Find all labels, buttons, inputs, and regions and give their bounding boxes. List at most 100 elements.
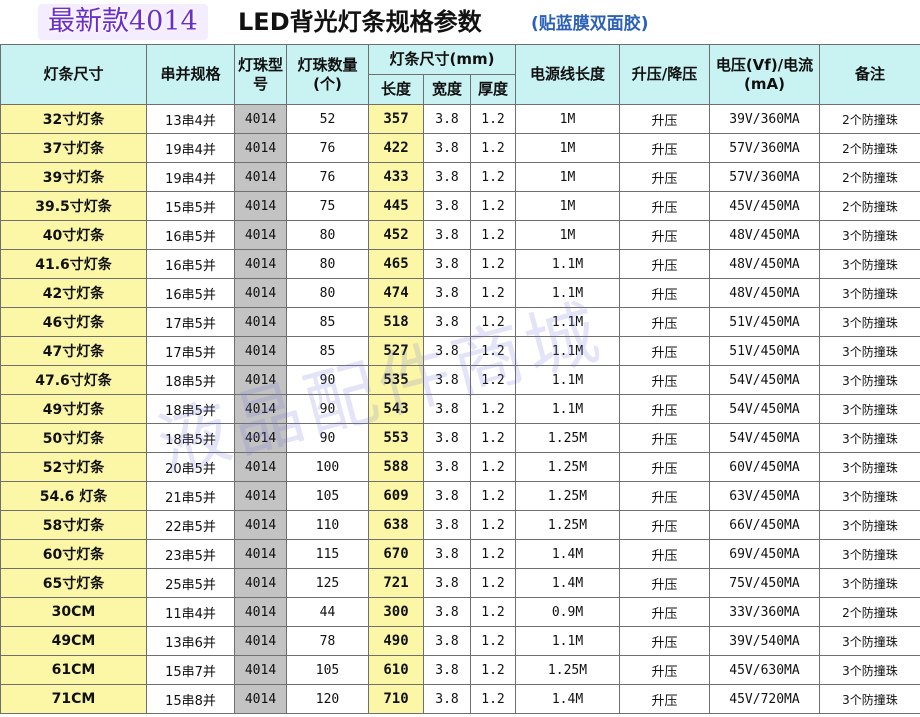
cell-model: 4014 [234, 539, 287, 569]
cell-model: 4014 [234, 626, 287, 656]
cell-count: 80 [286, 278, 369, 308]
cell-boost: 升压 [619, 307, 710, 337]
cell-boost: 升压 [619, 104, 710, 134]
cell-cable: 1.25M [515, 452, 620, 482]
cell-note: 3个防撞珠 [819, 684, 920, 714]
cell-length: 638 [368, 510, 424, 540]
cell-voltage: 57V/360MA [709, 162, 820, 192]
cell-length: 357 [368, 104, 424, 134]
table-row: 49寸灯条 18串5并 4014 90 543 3.8 1.2 1.1M 升压 54V/450MA… [0, 394, 920, 424]
cell-boost: 升压 [619, 249, 710, 279]
cell-cable: 1.4M [515, 539, 620, 569]
cell-count: 76 [286, 162, 369, 192]
title-bar: 最新款4014 LED背光灯条规格参数 (贴蓝膜双面胶) [0, 0, 920, 44]
cell-voltage: 45V/720MA [709, 684, 820, 714]
cell-count: 120 [286, 684, 369, 714]
cell-boost: 升压 [619, 394, 710, 424]
cell-thickness: 1.2 [470, 278, 516, 308]
cell-model: 4014 [234, 133, 287, 163]
cell-model: 4014 [234, 452, 287, 482]
cell-cable: 1M [515, 220, 620, 250]
cell-note: 3个防撞珠 [819, 510, 920, 540]
table-row: 30CM 11串4并 4014 44 300 3.8 1.2 0.9M 升压 33V/360MA 2… [0, 597, 920, 627]
cell-thickness: 1.2 [470, 626, 516, 656]
cell-voltage: 66V/450MA [709, 510, 820, 540]
cell-thickness: 1.2 [470, 510, 516, 540]
cell-width: 3.8 [423, 104, 471, 134]
cell-cable: 1.4M [515, 684, 620, 714]
cell-thickness: 1.2 [470, 307, 516, 337]
cell-width: 3.8 [423, 655, 471, 685]
cell-thickness: 1.2 [470, 249, 516, 279]
cell-cable: 1.1M [515, 626, 620, 656]
cell-note: 2个防撞珠 [819, 162, 920, 192]
cell-length: 465 [368, 249, 424, 279]
cell-note: 3个防撞珠 [819, 278, 920, 308]
cell-width: 3.8 [423, 133, 471, 163]
cell-thickness: 1.2 [470, 423, 516, 453]
cell-count: 85 [286, 336, 369, 366]
cell-series: 20串5并 [146, 452, 235, 482]
table-row: 42寸灯条 16串5并 4014 80 474 3.8 1.2 1.1M 升压 48V/450MA… [0, 278, 920, 308]
cell-count: 76 [286, 133, 369, 163]
cell-voltage: 69V/450MA [709, 539, 820, 569]
table-row: 37寸灯条 19串4并 4014 76 422 3.8 1.2 1M 升压 57V/360MA 2个… [0, 133, 920, 163]
cell-width: 3.8 [423, 278, 471, 308]
header-count: 灯珠数量(个) [286, 44, 369, 105]
cell-voltage: 57V/360MA [709, 133, 820, 163]
cell-series: 13串6并 [146, 626, 235, 656]
cell-cable: 1.25M [515, 510, 620, 540]
cell-note: 2个防撞珠 [819, 104, 920, 134]
table-row: 32寸灯条 13串4并 4014 52 357 3.8 1.2 1M 升压 39V/360MA 2个… [0, 104, 920, 134]
cell-strip-size: 40寸灯条 [0, 220, 147, 250]
header-series: 串并规格 [146, 44, 235, 105]
cell-count: 90 [286, 365, 369, 395]
cell-boost: 升压 [619, 162, 710, 192]
cell-strip-size: 42寸灯条 [0, 278, 147, 308]
cell-thickness: 1.2 [470, 597, 516, 627]
table-row: 49CM 13串6并 4014 78 490 3.8 1.2 1.1M 升压 39V/540MA 3… [0, 626, 920, 656]
cell-note: 3个防撞珠 [819, 539, 920, 569]
cell-length: 518 [368, 307, 424, 337]
cell-series: 17串5并 [146, 336, 235, 366]
cell-model: 4014 [234, 104, 287, 134]
cell-length: 422 [368, 133, 424, 163]
cell-width: 3.8 [423, 249, 471, 279]
cell-width: 3.8 [423, 510, 471, 540]
cell-strip-size: 46寸灯条 [0, 307, 147, 337]
cell-voltage: 75V/450MA [709, 568, 820, 598]
cell-width: 3.8 [423, 568, 471, 598]
cell-strip-size: 49寸灯条 [0, 394, 147, 424]
cell-note: 3个防撞珠 [819, 307, 920, 337]
table-row: 47寸灯条 17串5并 4014 85 527 3.8 1.2 1.1M 升压 51V/450MA… [0, 336, 920, 366]
cell-strip-size: 61CM [0, 655, 147, 685]
cell-boost: 升压 [619, 655, 710, 685]
cell-thickness: 1.2 [470, 481, 516, 511]
cell-cable: 1.25M [515, 481, 620, 511]
cell-voltage: 51V/450MA [709, 307, 820, 337]
cell-series: 18串5并 [146, 365, 235, 395]
table-row: 61CM 15串7并 4014 105 610 3.8 1.2 1.25M 升压 45V/630M… [0, 655, 920, 685]
cell-length: 527 [368, 336, 424, 366]
cell-boost: 升压 [619, 133, 710, 163]
page-title: LED背光灯条规格参数 [238, 8, 482, 36]
cell-count: 78 [286, 626, 369, 656]
cell-note: 3个防撞珠 [819, 655, 920, 685]
cell-width: 3.8 [423, 626, 471, 656]
cell-width: 3.8 [423, 423, 471, 453]
model-badge: 最新款4014 [38, 4, 208, 40]
cell-note: 2个防撞珠 [819, 191, 920, 221]
cell-cable: 1.1M [515, 365, 620, 395]
cell-series: 15串5并 [146, 191, 235, 221]
cell-cable: 1M [515, 162, 620, 192]
table-row: 39寸灯条 19串4并 4014 76 433 3.8 1.2 1M 升压 57V/360MA 2个… [0, 162, 920, 192]
cell-count: 52 [286, 104, 369, 134]
cell-length: 721 [368, 568, 424, 598]
header-boost: 升压/降压 [619, 44, 710, 105]
cell-series: 16串5并 [146, 220, 235, 250]
cell-voltage: 33V/360MA [709, 597, 820, 627]
cell-length: 490 [368, 626, 424, 656]
cell-length: 609 [368, 481, 424, 511]
cell-cable: 1.1M [515, 307, 620, 337]
cell-boost: 升压 [619, 423, 710, 453]
